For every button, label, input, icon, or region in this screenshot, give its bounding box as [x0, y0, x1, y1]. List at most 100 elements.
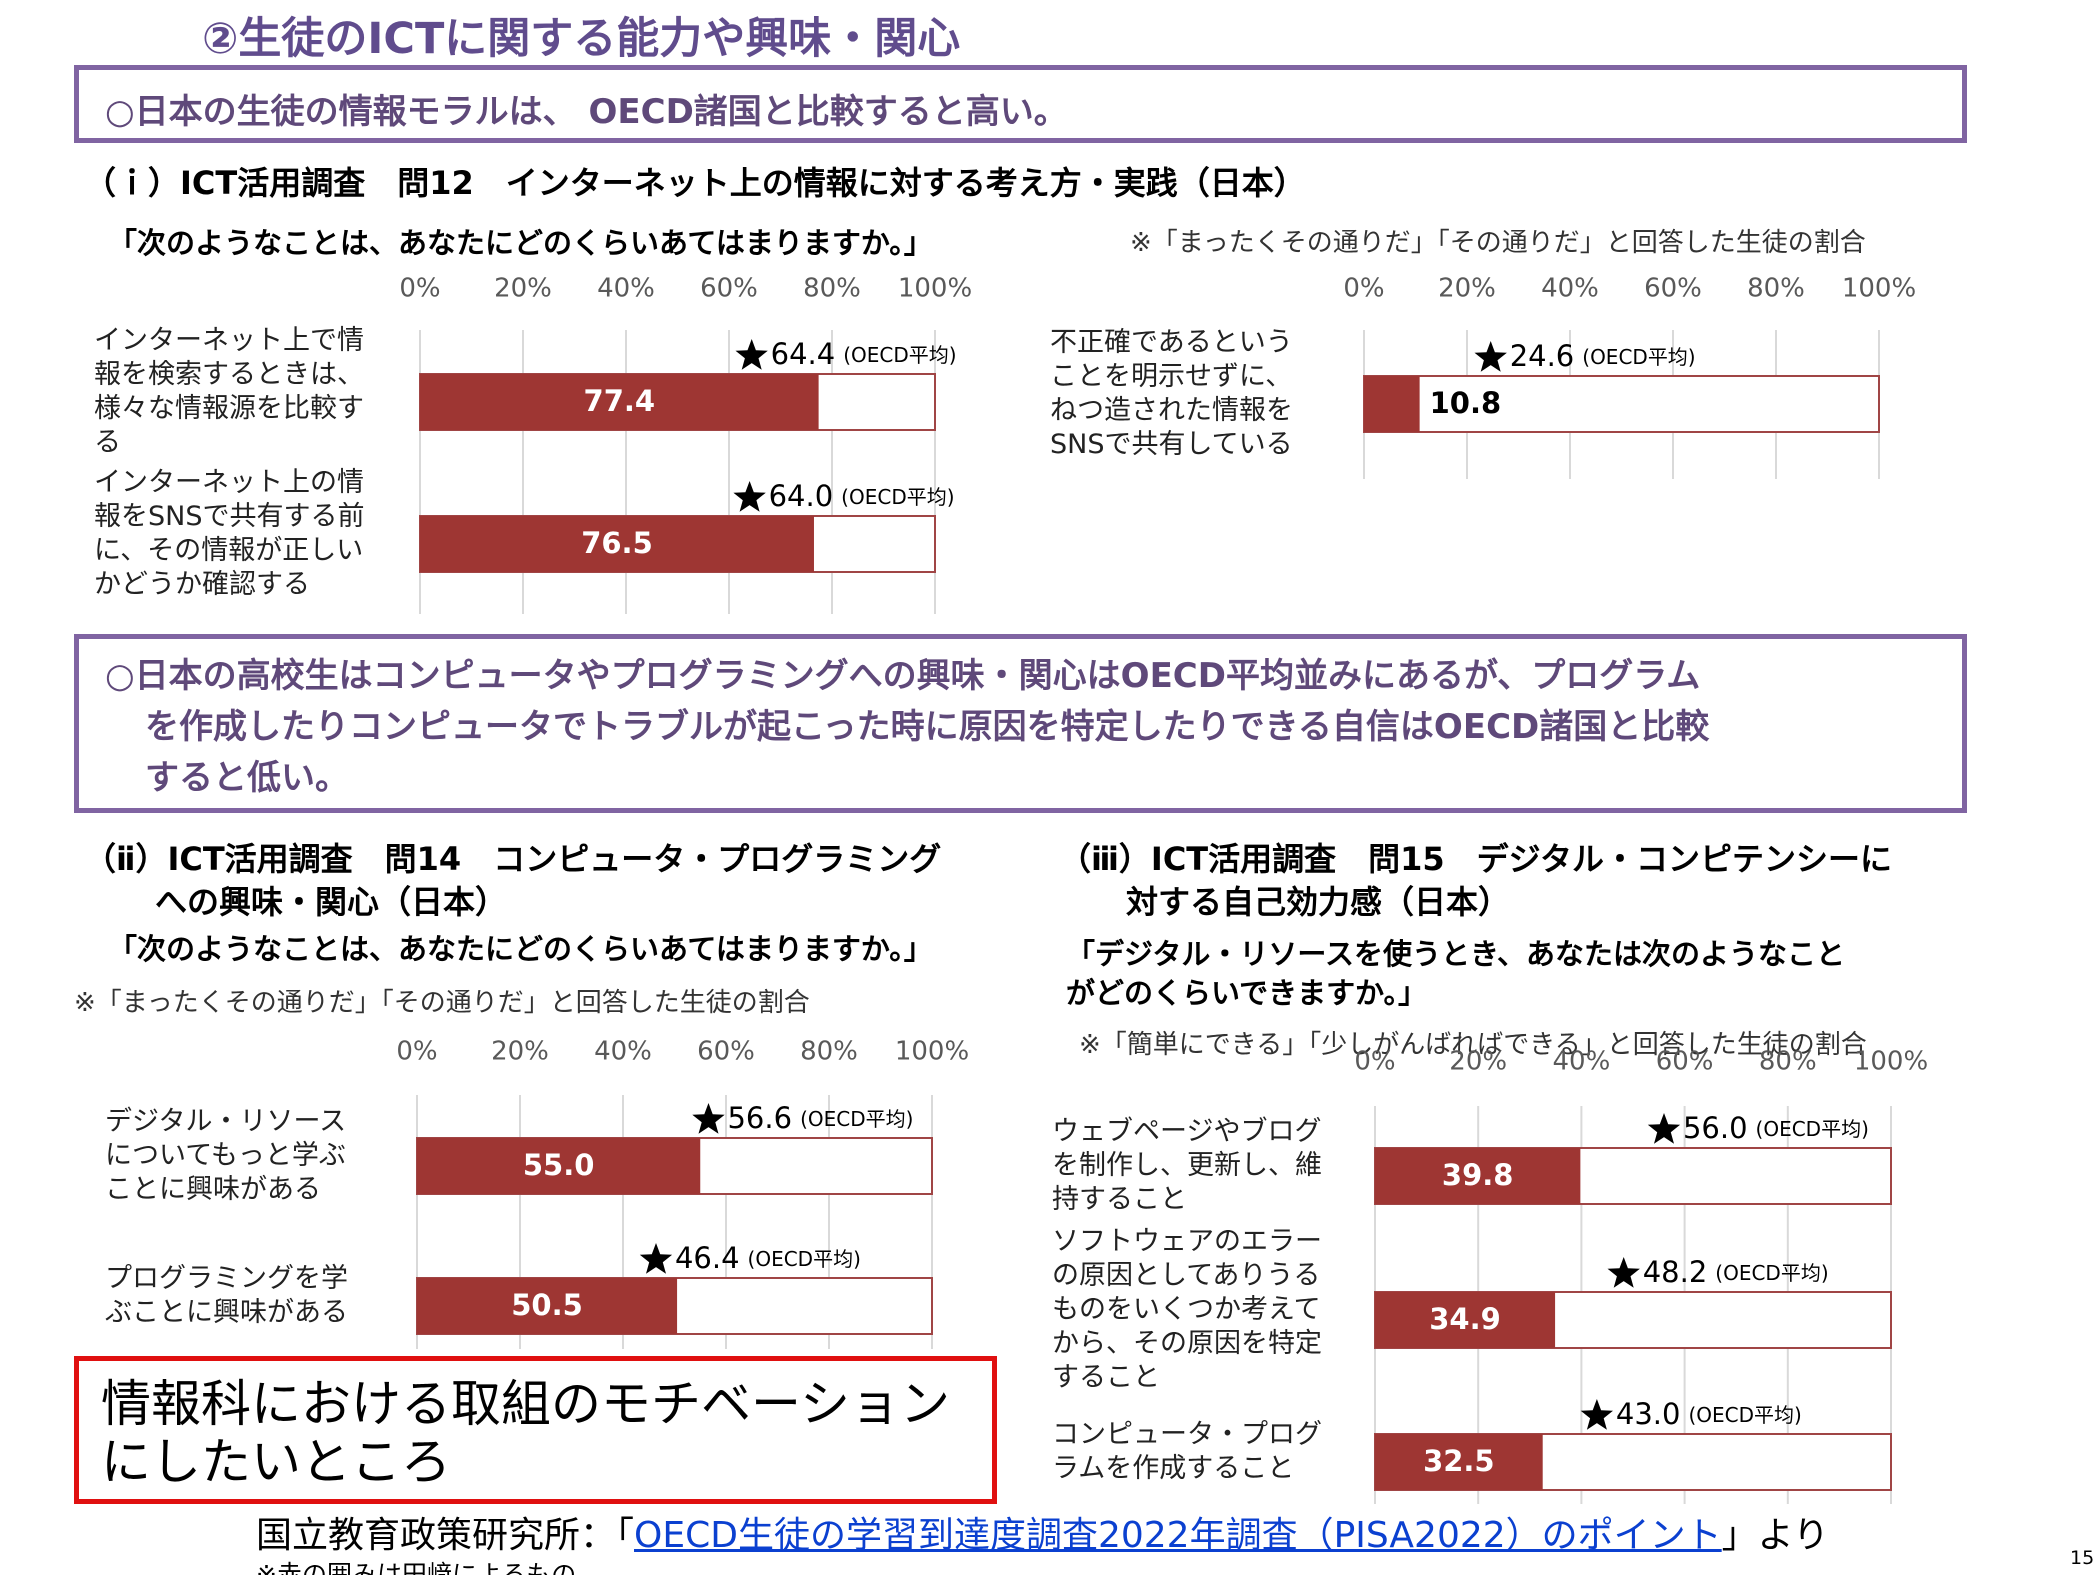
oecd-marker: [733, 481, 766, 512]
question: 「次のようなことは、あなたにどのくらいあてはまりますか。」: [108, 932, 933, 966]
x-tick-label: 80%: [800, 1037, 858, 1067]
red-box-line: にしたいところ: [101, 1433, 451, 1491]
category-label: ウェブページやブログを制作し、更新し、維持すること: [1052, 1116, 1322, 1215]
oecd-value: 56.6: [727, 1101, 792, 1135]
x-tick-label: 0%: [399, 274, 440, 304]
oecd-label: 56.6 (OECD平均): [727, 1101, 913, 1135]
x-tick-label: 100%: [1854, 1047, 1928, 1077]
x-tick-label: 20%: [1438, 274, 1496, 304]
oecd-value: 24.6: [1510, 339, 1575, 373]
oecd-value: 56.0: [1683, 1111, 1748, 1145]
oecd-note: (OECD平均): [800, 1107, 913, 1131]
red-box-text: 情報科における取組のモチベーション にしたいところ: [101, 1375, 950, 1491]
value-label: 10.8: [1430, 386, 1502, 420]
oecd-label: 43.0 (OECD平均): [1616, 1397, 1802, 1431]
x-tick-label: 40%: [597, 274, 655, 304]
oecd-note: (OECD平均): [1582, 345, 1695, 369]
source-suffix: 」より: [1721, 1515, 1829, 1556]
oecd-note: (OECD平均): [843, 343, 956, 367]
category-label: プログラミングを学ぶことに興味がある: [105, 1263, 348, 1328]
oecd-label: 64.4 (OECD平均): [771, 337, 957, 371]
source-link[interactable]: OECD生徒の学習到達度調査2022年調査（PISA2022）のポイント: [634, 1515, 1722, 1556]
x-tick-label: 80%: [1759, 1047, 1817, 1077]
oecd-note: (OECD平均): [841, 485, 954, 509]
x-tick-label: 60%: [700, 274, 758, 304]
oecd-marker: [735, 339, 768, 370]
x-tick-label: 60%: [1656, 1047, 1714, 1077]
category-label: ソフトウェアのエラーの原因としてありうるものをいくつか考えてから、その原因を特定…: [1052, 1226, 1322, 1393]
oecd-value: 48.2: [1643, 1255, 1708, 1289]
category-label: デジタル・リソースについてもっと学ぶことに興味がある: [105, 1106, 347, 1205]
bar: [1375, 1292, 1556, 1348]
oecd-label: 46.4 (OECD平均): [675, 1241, 861, 1275]
bar: [417, 1278, 678, 1334]
value-label: 32.5: [1423, 1444, 1495, 1478]
x-tick-label: 40%: [1541, 274, 1599, 304]
section-heading: （ⅲ）ICT活用調査 問15 デジタル・コンピテンシーに: [1059, 840, 1893, 878]
note: ※「まったくその通りだ」「その通りだ」と回答した生徒の割合: [74, 988, 810, 1018]
x-tick-label: 20%: [494, 274, 552, 304]
note: ※「簡単にできる」「少しがんばればできる」と回答した生徒の割合: [1079, 1030, 1867, 1060]
oecd-marker: [1580, 1399, 1613, 1430]
summary-box: ○日本の高校生はコンピュータやプログラミングへの興味・関心はOECD平均並みにあ…: [74, 634, 1967, 813]
oecd-label: 24.6 (OECD平均): [1510, 339, 1696, 373]
summary-line: ○日本の高校生はコンピュータやプログラミングへの興味・関心はOECD平均並みにあ…: [105, 656, 1701, 696]
x-tick-label: 20%: [491, 1037, 549, 1067]
x-tick-label: 0%: [396, 1037, 437, 1067]
summary-text: ○日本の生徒の情報モラルは、 OECD諸国と比較すると高い。: [105, 92, 1068, 132]
value-label: 77.4: [584, 384, 656, 418]
category-label: インターネット上で情報を検索するときは、様々な情報源を比較する: [94, 325, 364, 458]
oecd-label: 56.0 (OECD平均): [1683, 1111, 1869, 1145]
x-tick-label: 100%: [895, 1037, 969, 1067]
oecd-label: 64.0 (OECD平均): [769, 479, 955, 513]
oecd-label: 48.2 (OECD平均): [1643, 1255, 1829, 1289]
question: 「次のようなことは、あなたにどのくらいあてはまりますか。」: [108, 226, 933, 260]
value-label: 76.5: [581, 526, 653, 560]
value-label: 39.8: [1442, 1158, 1514, 1192]
oecd-note: (OECD平均): [748, 1247, 861, 1271]
x-tick-label: 80%: [1747, 274, 1805, 304]
x-tick-label: 60%: [1644, 274, 1702, 304]
oecd-note: (OECD平均): [1756, 1117, 1869, 1141]
x-tick-label: 80%: [803, 274, 861, 304]
oecd-marker: [639, 1243, 673, 1274]
category-label: 不正確であるということを明示せずに、ねつ造された情報をSNSで共有している: [1050, 327, 1293, 460]
red-box-line: 情報科における取組のモチベーション: [101, 1375, 950, 1433]
page-number: 15: [2070, 1547, 2095, 1569]
bar: [420, 516, 814, 572]
bar: [1375, 1434, 1543, 1490]
oecd-marker: [1607, 1257, 1640, 1288]
oecd-value: 64.0: [769, 479, 834, 513]
oecd-marker: [692, 1103, 725, 1134]
bar: [1375, 1148, 1581, 1204]
value-label: 55.0: [523, 1148, 595, 1182]
source-prefix: 国立教育政策研究所：「: [256, 1515, 635, 1556]
oecd-value: 46.4: [675, 1241, 740, 1275]
oecd-marker: [1647, 1113, 1681, 1144]
oecd-value: 43.0: [1616, 1397, 1681, 1431]
value-label: 50.5: [511, 1288, 583, 1322]
x-tick-label: 40%: [594, 1037, 652, 1067]
summary-line: すると低い。: [145, 758, 349, 798]
oecd-note: (OECD平均): [1688, 1403, 1801, 1427]
red-box: 情報科における取組のモチベーション にしたいところ: [74, 1356, 997, 1504]
source-note: ※赤の囲みは田﨑によるもの: [256, 1560, 577, 1575]
x-tick-label: 100%: [1842, 274, 1916, 304]
section-heading: （ⅱ）ICT活用調査 問14 コンピュータ・プログラミング: [84, 840, 942, 878]
section-heading: 対する自己効力感（日本）: [1126, 883, 1511, 921]
section-heading: （ｉ）ICT活用調査 問12 インターネット上の情報に対する考え方・実践（日本）: [84, 164, 1306, 202]
x-tick-label: 0%: [1343, 274, 1384, 304]
category-label: インターネット上の情報をSNSで共有する前に、その情報が正しいかどうか確認する: [94, 467, 365, 600]
source: 国立教育政策研究所：「OECD生徒の学習到達度調査2022年調査（PISA202…: [256, 1506, 1829, 1558]
section-heading: への興味・関心（日本）: [155, 883, 508, 921]
summary-text: ○日本の高校生はコンピュータやプログラミングへの興味・関心はOECD平均並みにあ…: [105, 651, 1709, 804]
question: がどのくらいできますか。」: [1066, 976, 1428, 1010]
x-tick-label: 20%: [1449, 1047, 1507, 1077]
oecd-value: 64.4: [771, 337, 836, 371]
category-label: コンピュータ・プログラムを作成すること: [1052, 1419, 1322, 1484]
x-tick-label: 60%: [697, 1037, 755, 1067]
note: ※「まったくその通りだ」「その通りだ」と回答した生徒の割合: [1130, 228, 1866, 258]
x-tick-label: 0%: [1354, 1047, 1395, 1077]
